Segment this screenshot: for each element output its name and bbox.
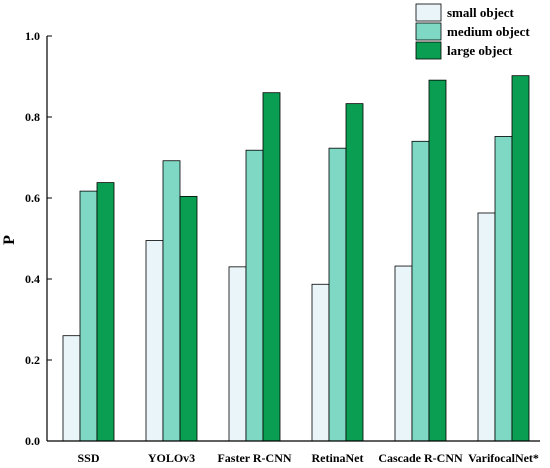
bar-large-object-3: [345, 103, 364, 442]
bar-large-object-4: [428, 79, 447, 442]
bar-small-object-0: [62, 335, 81, 442]
bar-medium-object-0: [79, 190, 98, 442]
bar-large-object-5: [511, 75, 530, 442]
y-ticks-group: 0.0 0.2 0.4 0.6 0.8 1.0: [25, 29, 52, 448]
bar-small-object-1: [145, 240, 164, 442]
y-tick-label: 0.0: [25, 434, 40, 448]
legend-label-medium-object: medium object: [447, 24, 530, 39]
y-tick-label: 0.6: [25, 191, 40, 205]
legend-label-large-object: large object: [447, 43, 513, 58]
axes-group: [46, 36, 540, 442]
bar-medium-object-4: [411, 140, 430, 442]
bar-medium-object-5: [494, 136, 513, 442]
x-labels-group: SSD YOLOv3 Faster R-CNN RetinaNet Cascade R-…: [77, 451, 538, 465]
legend: small object medium object large object: [415, 3, 530, 60]
bar-large-object-1: [179, 195, 198, 442]
x-category-label: Cascade R-CNN: [378, 451, 463, 465]
bar-small-object-5: [477, 212, 496, 442]
x-category-label: VarifocalNet*: [468, 451, 539, 465]
x-category-label: Faster R-CNN: [217, 451, 291, 465]
x-category-label: RetinaNet: [312, 451, 364, 465]
x-category-label: YOLOv3: [148, 451, 195, 465]
x-category-label: SSD: [77, 451, 99, 465]
bar-medium-object-1: [162, 160, 181, 442]
y-tick-label: 0.4: [25, 272, 40, 286]
bar-small-object-4: [394, 265, 413, 442]
bar-medium-object-2: [245, 149, 264, 442]
y-tick-label: 0.2: [25, 353, 40, 367]
y-tick-label: 0.8: [25, 110, 40, 124]
bar-large-object-0: [96, 182, 115, 442]
y-tick-label: 1.0: [25, 29, 40, 43]
legend-label-small-object: small object: [447, 5, 514, 20]
legend-swatch-medium-object: [415, 22, 442, 41]
y-axis-label: P: [1, 235, 18, 245]
bar-small-object-2: [228, 266, 247, 442]
bar-large-object-2: [262, 92, 281, 442]
legend-swatch-small-object: [415, 3, 442, 22]
legend-swatch-large-object: [415, 41, 442, 60]
bar-small-object-3: [311, 283, 330, 442]
bar-medium-object-3: [328, 147, 347, 442]
bars-group: [62, 75, 530, 442]
